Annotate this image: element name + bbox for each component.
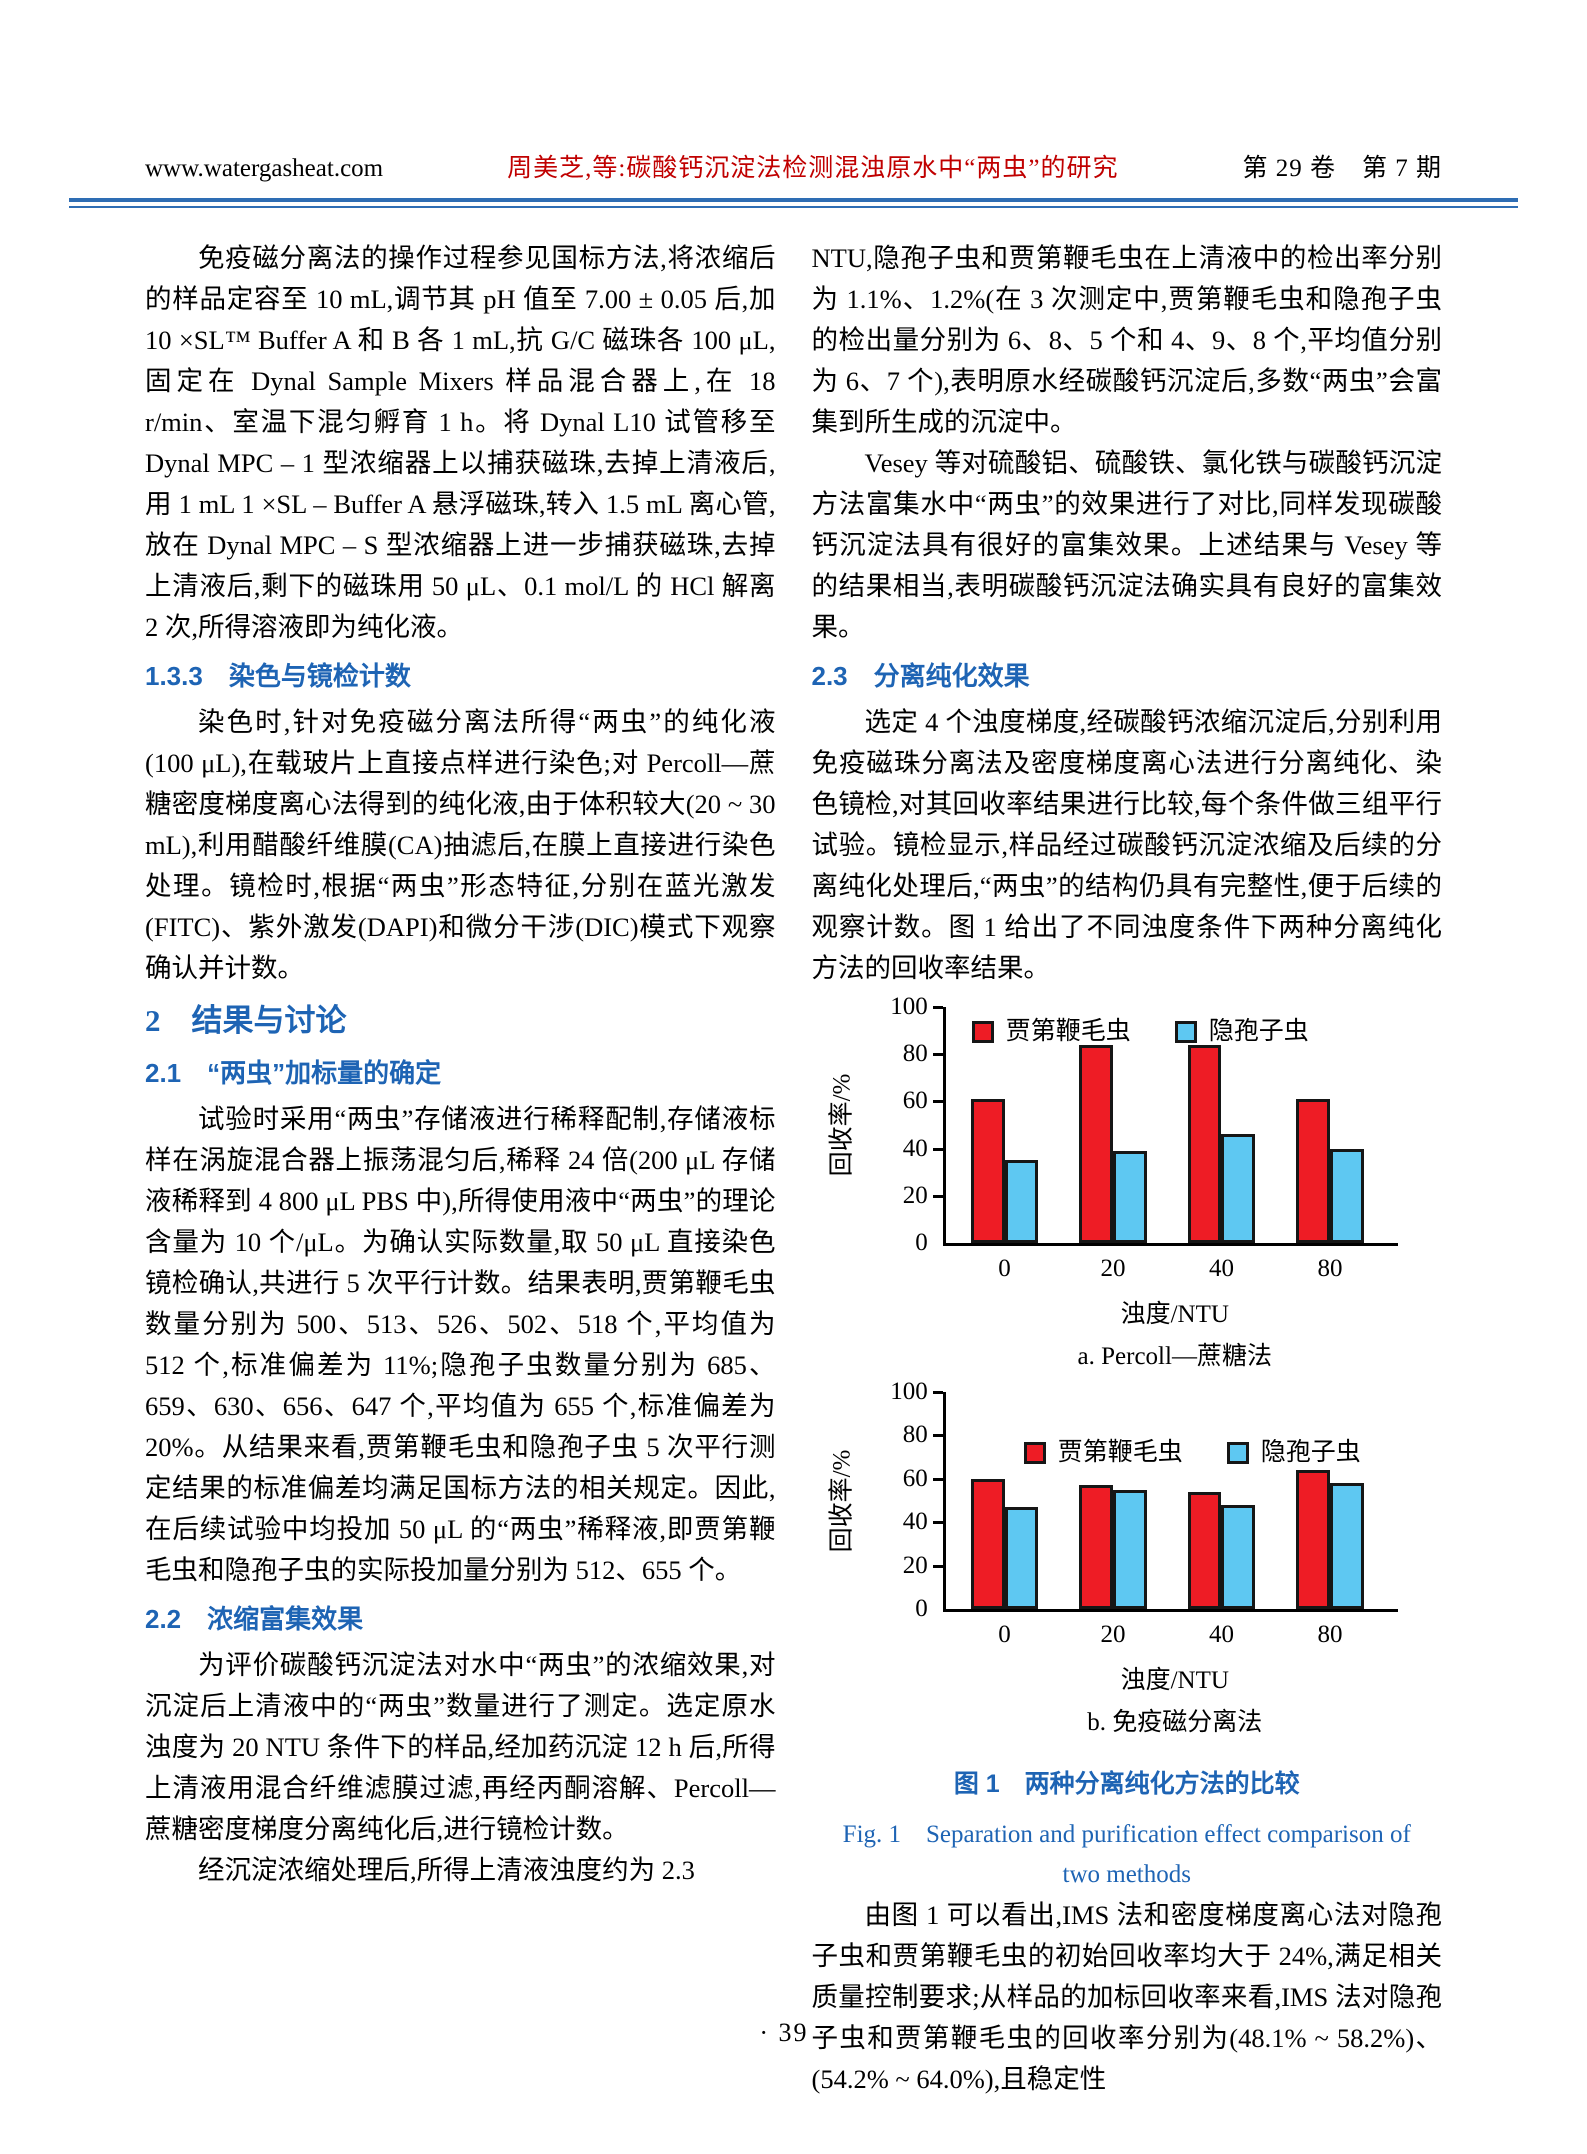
x-tick-label-0: 0 [998,1621,1011,1648]
bar-隐孢子虫-20NTU [1112,1150,1147,1243]
legend-label: 贾第鞭毛虫 [1057,1439,1183,1466]
chart-legend: 贾第鞭毛虫 隐孢子虫 [971,1011,1309,1052]
x-axis-label: 浊度/NTU [1120,1667,1229,1694]
paragraph: 经沉淀浓缩处理后,所得上清液浊度约为 2.3 [198,1855,695,1885]
page-number: · 39 · [759,2018,828,2047]
y-tick-mark [932,1564,943,1568]
plot-area: 回收率/% 贾第鞭毛虫 隐孢子虫 0 20 40 60 80 100 0 20 40 80 [828,1378,1398,1648]
paragraph: 染色时,针对免疫磁分离法所得“两虫”的纯化液(100 μL),在载玻片上直接点样… [145,707,776,983]
y-tick-label-20: 20 [902,1181,928,1209]
bar-隐孢子虫-20NTU [1112,1489,1147,1609]
y-tick-label-40: 40 [902,1508,928,1536]
section-heading-2-1: 2.1 “两虫”加标量的确定 [145,1058,442,1088]
chart-immunomagnetic: 回收率/% 贾第鞭毛虫 隐孢子虫 0 20 40 60 80 100 0 20 40 80 浊度/N… [828,1378,1407,1738]
running-title: 周美芝,等:碳酸钙沉淀法检测混浊原水中“两虫”的研究 [507,155,1119,182]
chart-legend: 贾第鞭毛虫 隐孢子虫 [1023,1432,1361,1473]
header-rule [69,198,1518,208]
paragraph: 由图 1 可以看出,IMS 法和密度梯度离心法对隐孢子虫和贾第鞭毛虫的初始回收率… [811,1900,1443,2094]
legend-label: 贾第鞭毛虫 [1005,1018,1131,1045]
bar-隐孢子虫-80NTU [1329,1483,1364,1609]
y-tick-mark [932,1521,943,1525]
legend-swatch-icon [1023,1441,1046,1464]
y-tick-label-20: 20 [902,1551,928,1579]
y-axis-label: 回收率/% [828,1073,856,1177]
y-tick-label-60: 60 [902,1087,928,1115]
x-tick-label-20: 20 [1100,1255,1126,1282]
x-tick-label-0: 0 [998,1255,1011,1282]
section-heading-2: 2 结果与讨论 [145,1003,347,1038]
section-heading-2-3: 2.3 分离纯化效果 [811,661,1030,691]
y-tick-mark [932,1194,943,1198]
y-tick-mark [932,1006,943,1009]
legend-item-贾第鞭毛虫: 贾第鞭毛虫 [1023,1432,1183,1473]
y-tick-mark [932,1434,943,1438]
section-heading-1-3-3: 1.3.3 染色与镜检计数 [145,661,411,691]
y-tick-label-80: 80 [902,1421,928,1449]
bar-贾第鞭毛虫-40NTU [1187,1491,1222,1609]
legend-swatch-icon [1226,1441,1249,1464]
y-tick-mark [932,1391,943,1394]
x-tick-label-80: 80 [1317,1621,1343,1648]
bar-贾第鞭毛虫-80NTU [1296,1470,1330,1609]
left-column: 免疫磁分离法的操作过程参见国标方法,将浓缩后的样品定容至 10 mL,调节其 p… [145,238,776,2100]
y-tick-label-100: 100 [890,993,928,1020]
figure-caption-en: Fig. 1 Separation and purification effec… [812,1815,1443,1895]
y-tick-mark [932,1477,943,1481]
paragraph: NTU,隐孢子虫和贾第鞭毛虫在上清液中的检出率分别为 1.1%、1.2%(在 3… [811,243,1443,437]
page-header: www.watergasheat.com 周美芝,等:碳酸钙沉淀法检测混浊原水中… [145,148,1442,184]
y-tick-label-40: 40 [902,1134,928,1162]
y-tick-mark [932,1100,943,1104]
figure-caption-en-line1: Fig. 1 Separation and purification effec… [842,1821,1411,1848]
y-tick-label-0: 0 [915,1229,928,1256]
section-heading-2-2: 2.2 浓缩富集效果 [145,1604,364,1634]
legend-label: 隐孢子虫 [1208,1018,1309,1045]
x-tick-label-20: 20 [1100,1621,1126,1648]
subchart-caption-a: a. Percoll—蔗糖法 [1077,1343,1272,1370]
volume-issue: 第 29 卷 第 7 期 [1242,155,1442,182]
y-tick-label-60: 60 [902,1464,928,1492]
bar-隐孢子虫-40NTU [1221,1504,1256,1609]
y-tick-label-100: 100 [890,1378,928,1405]
paragraph: Vesey 等对硫酸铝、硫酸铁、氯化铁与碳酸钙沉淀方法富集水中“两虫”的效果进行… [811,448,1443,642]
bar-贾第鞭毛虫-0NTU [970,1478,1005,1609]
x-axis-label: 浊度/NTU [1120,1301,1229,1328]
y-tick-label-0: 0 [915,1595,928,1622]
bar-贾第鞭毛虫-40NTU [1187,1044,1222,1243]
paragraph: 为评价碳酸钙沉淀法对水中“两虫”的浓缩效果,对沉淀后上清液中的“两虫”数量进行了… [145,1650,776,1844]
x-tick-label-40: 40 [1208,1621,1234,1648]
bar-隐孢子虫-0NTU [1004,1160,1039,1243]
legend-swatch-icon [1174,1020,1197,1043]
chart-percoll-sucrose: 回收率/% 贾第鞭毛虫 隐孢子虫 0 20 40 60 80 100 0 20 40 80 浊度/N… [828,993,1407,1372]
legend-item-贾第鞭毛虫: 贾第鞭毛虫 [971,1011,1131,1052]
figure-caption-zh: 图 1 两种分离纯化方法的比较 [953,1770,1300,1798]
figure-1: 回收率/% 贾第鞭毛虫 隐孢子虫 0 20 40 60 80 100 0 20 40 80 浊度/N… [812,993,1443,1895]
bar-隐孢子虫-80NTU [1329,1148,1364,1243]
legend-item-隐孢子虫: 隐孢子虫 [1174,1011,1309,1052]
bar-隐孢子虫-0NTU [1004,1507,1039,1609]
bar-贾第鞭毛虫-80NTU [1296,1099,1330,1243]
y-tick-label-80: 80 [902,1040,928,1068]
subchart-caption-b: b. 免疫磁分离法 [1087,1709,1263,1736]
journal-website: www.watergasheat.com [145,155,384,182]
right-column: NTU,隐孢子虫和贾第鞭毛虫在上清液中的检出率分别为 1.1%、1.2%(在 3… [812,238,1443,2100]
legend-swatch-icon [971,1020,994,1043]
y-axis-label: 回收率/% [828,1449,856,1552]
plot-area: 回收率/% 贾第鞭毛虫 隐孢子虫 0 20 40 60 80 100 0 20 40 80 [828,993,1398,1282]
figure-caption-en-line2: two methods [1062,1861,1191,1888]
bar-隐孢子虫-40NTU [1221,1134,1256,1243]
paragraph: 试验时采用“两虫”存储液进行稀释配制,存储液标样在涡旋混合器上振荡混匀后,稀释 … [145,1104,776,1585]
y-tick-mark [932,1147,943,1151]
legend-item-隐孢子虫: 隐孢子虫 [1226,1432,1361,1473]
x-tick-label-80: 80 [1317,1255,1343,1282]
bar-贾第鞭毛虫-0NTU [970,1099,1005,1243]
x-tick-label-40: 40 [1208,1255,1234,1282]
legend-label: 隐孢子虫 [1260,1439,1361,1466]
y-tick-mark [932,1053,943,1057]
bar-贾第鞭毛虫-20NTU [1079,1044,1113,1243]
bar-贾第鞭毛虫-20NTU [1079,1485,1113,1609]
paragraph: 免疫磁分离法的操作过程参见国标方法,将浓缩后的样品定容至 10 mL,调节其 p… [145,243,776,642]
paragraph: 选定 4 个浊度梯度,经碳酸钙浓缩沉淀后,分别利用免疫磁珠分离法及密度梯度离心法… [811,707,1443,983]
